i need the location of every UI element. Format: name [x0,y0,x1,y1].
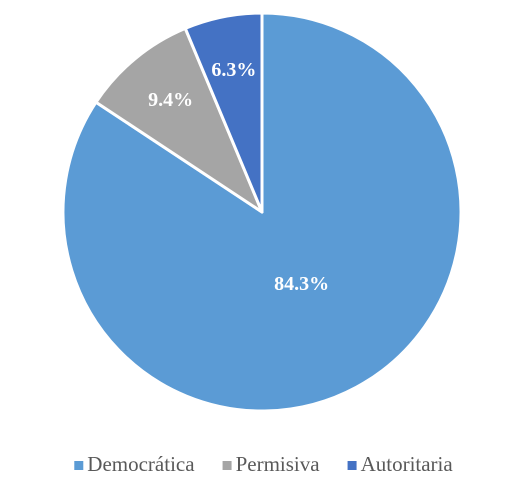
legend-label: Democrática [87,452,195,476]
pie-slice [61,11,463,413]
data-label: 84.3% [274,273,329,295]
legend-swatch [222,461,232,470]
pie-slice [183,11,264,214]
pie-slice [94,26,264,214]
legend-swatch [74,461,84,470]
data-label: 9.4% [148,89,193,111]
legend: Democrática Permisiva Autoritaria [74,452,453,476]
legend-label: Permisiva [236,452,321,476]
data-label: 6.3% [211,59,256,81]
legend-label: Autoritaria [361,452,454,476]
legend-swatch [347,461,357,470]
